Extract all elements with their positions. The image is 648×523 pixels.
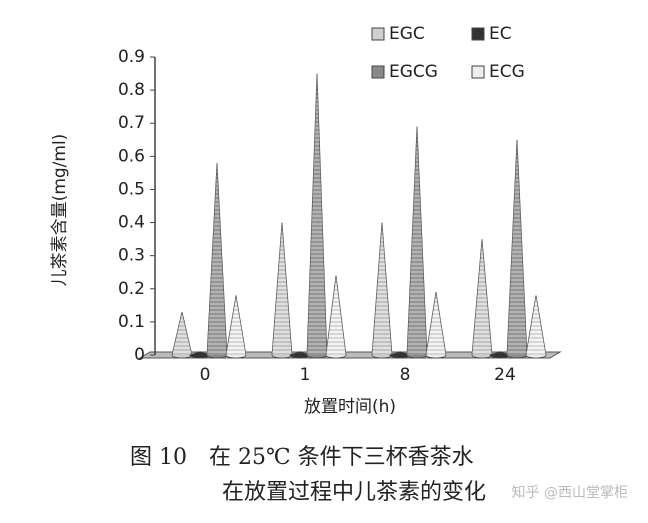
y-tick-label: 0.4 bbox=[118, 213, 145, 233]
cone-hatch bbox=[272, 222, 292, 355]
caption-line-2: 在放置过程中儿茶素的变化 bbox=[222, 480, 486, 505]
y-tick-label: 0.1 bbox=[118, 312, 145, 332]
cone-hatch bbox=[372, 222, 392, 355]
legend-swatch bbox=[371, 65, 385, 79]
cone-hatch bbox=[207, 162, 227, 355]
cone-hatch bbox=[526, 295, 546, 355]
y-tick-label: 0.9 bbox=[118, 47, 145, 67]
cone-hatch bbox=[407, 126, 427, 356]
x-tick-label: 0 bbox=[200, 365, 211, 385]
x-tick-label: 1 bbox=[300, 365, 311, 385]
legend-label: ECG bbox=[489, 62, 525, 82]
cone-hatch bbox=[226, 295, 246, 355]
y-tick-label: 0.7 bbox=[118, 113, 145, 133]
x-tick-label: 8 bbox=[400, 365, 411, 385]
y-tick-label: 0.6 bbox=[118, 146, 145, 166]
y-tick-label: 0.8 bbox=[118, 80, 145, 100]
legend-label: EC bbox=[489, 24, 512, 44]
watermark: 知乎 @西山堂掌柜 bbox=[512, 484, 628, 501]
cone-hatch bbox=[326, 275, 346, 355]
y-tick-label: 0.2 bbox=[118, 279, 145, 299]
legend-swatch bbox=[471, 27, 485, 41]
cone-hatch bbox=[307, 73, 327, 356]
cone-hatch bbox=[472, 239, 492, 355]
legend-swatch bbox=[371, 27, 385, 41]
legend-label: EGCG bbox=[389, 62, 438, 82]
y-axis-label: 儿茶素含量(mg/ml) bbox=[50, 134, 70, 287]
y-tick-label: 0 bbox=[134, 345, 145, 365]
legend-swatch bbox=[471, 65, 485, 79]
x-axis-label: 放置时间(h) bbox=[304, 397, 396, 417]
y-tick-label: 0.5 bbox=[118, 179, 145, 199]
cone-hatch bbox=[507, 139, 527, 355]
caption-line-1: 图 10 在 25℃ 条件下三杯香茶水 bbox=[130, 445, 474, 470]
legend-label: EGC bbox=[389, 24, 425, 44]
x-tick-label: 24 bbox=[494, 365, 516, 385]
y-tick-label: 0.3 bbox=[118, 246, 145, 266]
cone-hatch bbox=[426, 292, 446, 355]
cone-hatch bbox=[172, 311, 192, 355]
